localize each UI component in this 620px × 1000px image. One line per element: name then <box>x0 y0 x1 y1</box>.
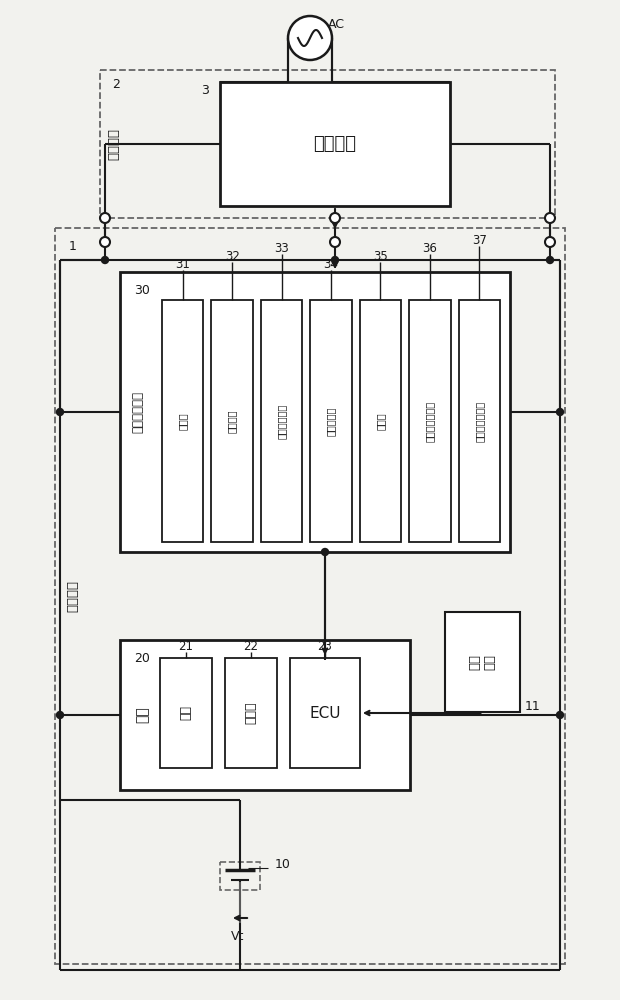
Circle shape <box>557 408 564 416</box>
Text: ECU: ECU <box>309 706 341 720</box>
Bar <box>290 658 360 768</box>
Bar <box>310 300 352 542</box>
Text: 存储部: 存储部 <box>178 412 188 430</box>
Circle shape <box>102 256 108 263</box>
Bar <box>261 300 303 542</box>
Text: Vt: Vt <box>231 930 245 942</box>
Text: 10: 10 <box>275 858 291 871</box>
Bar <box>120 272 510 552</box>
Circle shape <box>322 548 329 556</box>
Text: 37: 37 <box>472 233 487 246</box>
Circle shape <box>545 213 555 223</box>
Bar <box>211 300 253 542</box>
Text: 11: 11 <box>525 700 541 714</box>
Bar <box>220 862 260 890</box>
Text: 计时部: 计时部 <box>376 412 386 430</box>
Circle shape <box>330 213 340 223</box>
Text: 充电电路: 充电电路 <box>314 135 356 153</box>
Text: 30: 30 <box>134 284 150 297</box>
Text: 充电开关: 充电开关 <box>227 409 237 433</box>
Text: 31: 31 <box>175 257 190 270</box>
Text: 电压检测电路: 电压检测电路 <box>277 403 286 439</box>
Bar <box>445 612 520 712</box>
Text: AC: AC <box>327 17 345 30</box>
Bar <box>409 300 451 542</box>
Bar <box>220 82 450 206</box>
Bar <box>162 300 203 542</box>
Circle shape <box>56 408 63 416</box>
Text: 33: 33 <box>274 241 289 254</box>
Text: 负荷: 负荷 <box>135 707 149 723</box>
Bar <box>360 300 401 542</box>
Bar <box>225 658 277 768</box>
Bar <box>100 70 555 218</box>
Circle shape <box>546 256 554 263</box>
Circle shape <box>332 256 339 263</box>
Text: 22: 22 <box>244 640 259 652</box>
Text: 35: 35 <box>373 249 388 262</box>
Circle shape <box>288 16 332 60</box>
Bar <box>459 300 500 542</box>
Text: 马达: 马达 <box>180 706 192 720</box>
Bar <box>160 658 212 768</box>
Text: 充电电量计算部: 充电电量计算部 <box>474 400 484 442</box>
Text: 32: 32 <box>224 249 239 262</box>
Circle shape <box>100 213 110 223</box>
Text: 1: 1 <box>69 240 77 253</box>
Bar <box>55 228 565 964</box>
Circle shape <box>100 237 110 247</box>
Text: 电源
开关: 电源 开关 <box>469 654 497 670</box>
Text: 2: 2 <box>112 78 120 91</box>
Text: 20: 20 <box>134 652 150 665</box>
Circle shape <box>557 712 564 718</box>
Text: 3: 3 <box>201 84 209 97</box>
Circle shape <box>545 237 555 247</box>
Text: 36: 36 <box>422 241 437 254</box>
Text: 23: 23 <box>317 640 332 652</box>
Text: 显示部: 显示部 <box>244 702 257 724</box>
Text: 电动车辆: 电动车辆 <box>66 580 79 612</box>
Circle shape <box>56 712 63 718</box>
Bar <box>120 640 410 790</box>
Text: 34: 34 <box>324 257 339 270</box>
Text: 充电装置: 充电装置 <box>107 128 120 160</box>
Circle shape <box>330 237 340 247</box>
Text: 充电控制部: 充电控制部 <box>326 406 336 436</box>
Text: 放电电量获取部: 放电电量获取部 <box>425 400 435 442</box>
Text: 21: 21 <box>179 640 193 652</box>
Text: 充电控制电路: 充电控制电路 <box>131 391 144 433</box>
